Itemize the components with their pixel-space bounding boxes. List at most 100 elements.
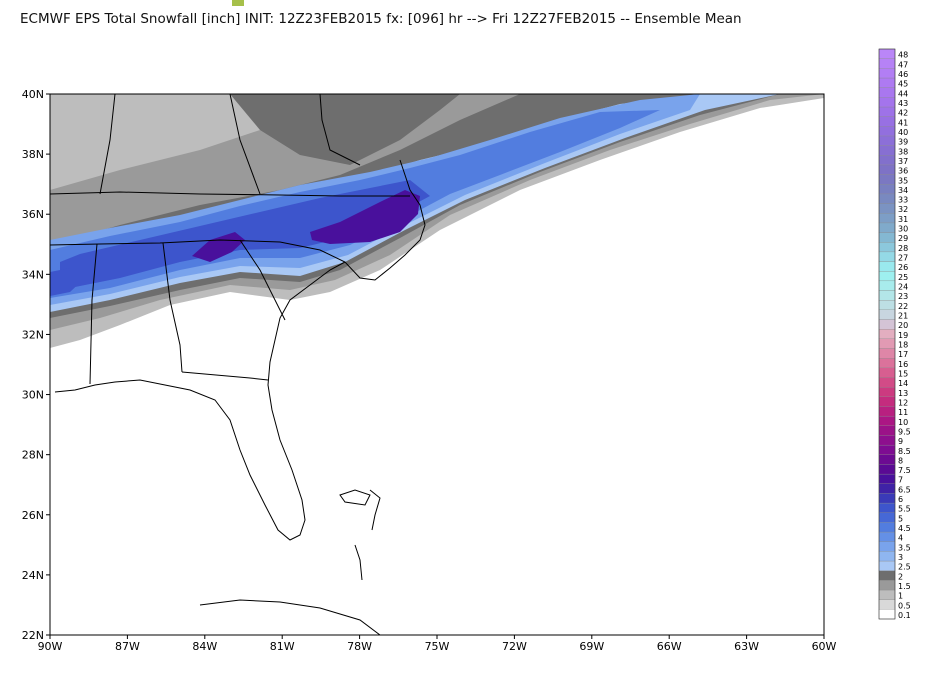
lat-label-32n: 32N (22, 328, 44, 341)
lon-label-78w: 78W (347, 640, 372, 653)
colorbar-swatch (878, 435, 896, 446)
colorbar-label: 21 (898, 312, 908, 321)
colorbar-label: 25 (898, 273, 908, 282)
lat-label-30n: 30N (22, 389, 44, 402)
colorbar-swatch (878, 309, 896, 320)
lon-label-81w: 81W (270, 640, 295, 653)
colorbar-label: 24 (898, 283, 908, 292)
colorbar-swatch (878, 560, 896, 571)
colorbar-swatch (878, 551, 896, 562)
colorbar-swatch (878, 358, 896, 368)
colorbar-label: 35 (898, 176, 908, 185)
map-title: ECMWF EPS Total Snowfall [inch] INIT: 12… (20, 11, 742, 27)
colorbar-swatch (878, 106, 896, 117)
lat-label-26n: 26N (22, 509, 44, 522)
colorbar-label: 39 (898, 138, 908, 147)
colorbar-label: 28 (898, 244, 908, 253)
lon-label-60w: 60W (812, 640, 837, 653)
colorbar-label: 17 (898, 350, 908, 359)
colorbar-swatch (878, 242, 896, 253)
colorbar-swatch (878, 367, 896, 378)
colorbar-label: 11 (898, 408, 908, 417)
colorbar-label: 27 (898, 254, 908, 263)
colorbar-label: 45 (898, 80, 908, 89)
colorbar-label: 3 (898, 553, 903, 562)
snowfall-shading (50, 94, 824, 348)
colorbar-label: 8.5 (898, 447, 911, 456)
colorbar-swatch (878, 271, 896, 282)
colorbar-label: 16 (898, 360, 908, 369)
colorbar-swatch (878, 483, 896, 494)
colorbar-label: 46 (898, 70, 908, 79)
colorbar-label: 42 (898, 109, 908, 118)
colorbar-label: 13 (898, 389, 908, 398)
colorbar-label: 48 (898, 51, 908, 60)
colorbar-swatch (878, 531, 896, 542)
lon-label-84w: 84W (192, 640, 217, 653)
colorbar-swatch (878, 580, 896, 591)
colorbar-label: 20 (898, 321, 908, 330)
colorbar-label: 31 (898, 215, 908, 224)
colorbar-label: 30 (898, 225, 908, 234)
colorbar-label: 23 (898, 292, 908, 301)
colorbar-swatch (878, 377, 896, 388)
colorbar-label: 41 (898, 118, 908, 127)
colorbar-swatch (878, 116, 896, 127)
colorbar-swatch (878, 77, 896, 88)
colorbar-label: 14 (898, 379, 908, 388)
colorbar-swatch (878, 68, 896, 79)
lat-label-36n: 36N (22, 208, 44, 221)
colorbar-swatch (878, 425, 896, 436)
colorbar-label: 4 (898, 534, 903, 543)
colorbar-label: 2 (898, 572, 903, 581)
colorbar-swatch (878, 348, 896, 359)
colorbar-label: 18 (898, 340, 908, 349)
colorbar-swatch (878, 126, 896, 137)
lon-label-75w: 75W (425, 640, 450, 653)
colorbar-swatch (878, 87, 896, 98)
colorbar-swatch (878, 174, 896, 185)
colorbar-label: 47 (898, 60, 908, 69)
colorbar-label: 34 (898, 186, 908, 195)
colorbar-label: 44 (898, 89, 908, 98)
colorbar-swatch (878, 203, 896, 214)
coastlines (50, 94, 426, 635)
lon-label-87w: 87W (115, 640, 140, 653)
colorbar-label: 22 (898, 302, 908, 311)
colorbar-label: 43 (898, 99, 908, 108)
colorbar-swatch (878, 155, 896, 166)
colorbar-label: 32 (898, 205, 908, 214)
colorbar-swatch (878, 135, 896, 146)
colorbar-swatch (878, 454, 896, 465)
colorbar-swatch (878, 493, 896, 504)
colorbar-label: 37 (898, 157, 908, 166)
colorbar-swatch (878, 251, 896, 262)
colorbar-swatch (878, 280, 896, 291)
colorbar-swatch (878, 58, 896, 69)
colorbar-swatch (878, 512, 896, 523)
colorbar-swatch (878, 464, 896, 475)
colorbar-swatch (878, 570, 896, 581)
colorbar-label: 1 (898, 592, 903, 601)
colorbar-label: 4.5 (898, 524, 911, 533)
colorbar-swatch (878, 396, 896, 407)
accent-marker (232, 0, 244, 6)
colorbar-label: 6 (898, 495, 903, 504)
colorbar-label: 38 (898, 147, 908, 156)
colorbar-swatch (878, 473, 896, 484)
colorbar-swatch (878, 609, 896, 620)
colorbar-label: 7 (898, 476, 903, 485)
colorbar-label: 8 (898, 456, 903, 465)
colorbar-swatch (878, 444, 896, 455)
colorbar-swatch (878, 290, 896, 301)
colorbar-label: 29 (898, 234, 908, 243)
colorbar-label: 10 (898, 418, 908, 427)
colorbar-label: 1.5 (898, 582, 911, 591)
colorbar-label: 40 (898, 128, 908, 137)
colorbar-swatch (878, 222, 896, 233)
colorbar-label: 2.5 (898, 563, 911, 572)
colorbar-swatch (878, 541, 896, 552)
colorbar: 0.10.511.522.533.544.555.566.577.588.599… (878, 48, 911, 620)
lat-label-22n: 22N (22, 629, 44, 642)
